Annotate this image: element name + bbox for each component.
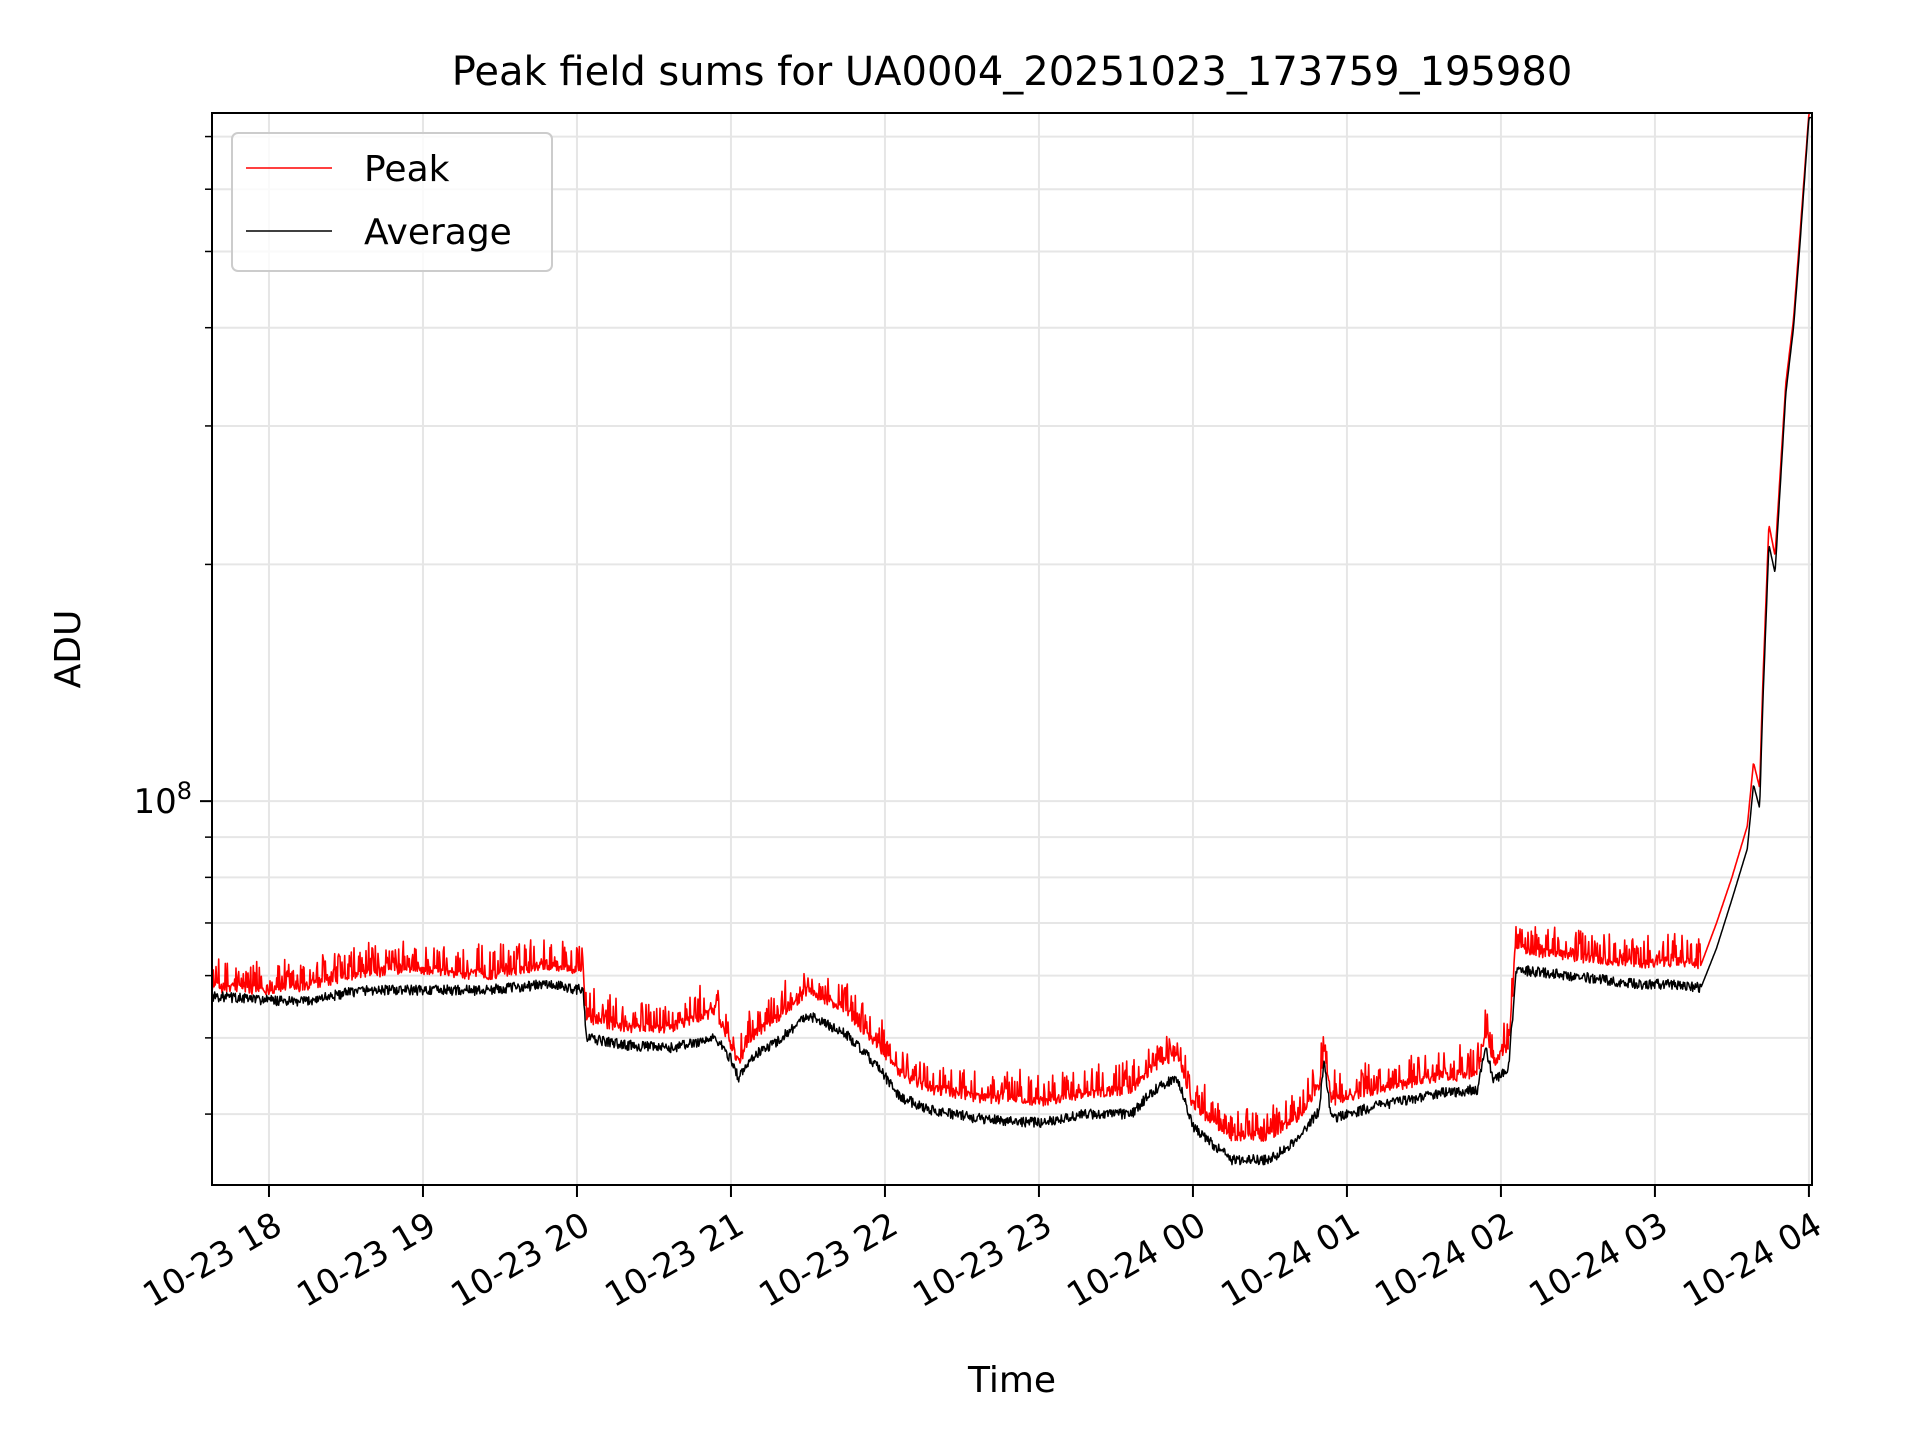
- y-tick-exponent: 8: [177, 777, 192, 805]
- plot-frame: [211, 112, 1813, 1186]
- legend-label-average: Average: [364, 212, 512, 253]
- series-layer: [212, 113, 1812, 1166]
- series-peak-line: [212, 113, 1812, 1142]
- legend: Peak Average: [231, 132, 553, 272]
- x-axis-label: Time: [967, 1360, 1056, 1401]
- y-tick-base: 10: [133, 782, 176, 822]
- y-axis-label: ADU: [48, 610, 89, 689]
- grid-layer: [212, 113, 1812, 1185]
- legend-label-peak: Peak: [364, 149, 450, 190]
- y-tick-label: 108: [133, 777, 192, 822]
- plot-area: [212, 113, 1812, 1185]
- chart-title: Peak field sums for UA0004_20251023_1737…: [452, 49, 1573, 95]
- series-average-line: [212, 116, 1812, 1166]
